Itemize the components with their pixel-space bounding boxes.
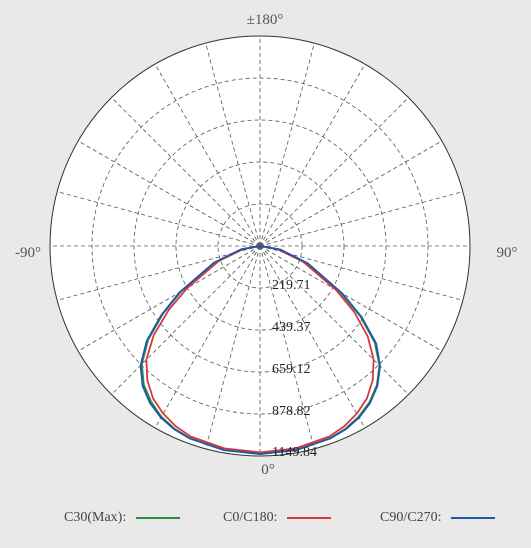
grid-spoke bbox=[259, 245, 443, 352]
grid-spoke bbox=[77, 140, 261, 247]
grid-spoke bbox=[111, 245, 261, 395]
legend-item-c90: C90/C270: bbox=[380, 508, 496, 528]
grid-spoke bbox=[259, 43, 315, 247]
legend-label-c30: C30(Max): bbox=[64, 510, 127, 525]
grid-spoke bbox=[57, 191, 261, 247]
grid-spoke bbox=[259, 97, 409, 247]
ring-label: 439.37 bbox=[272, 320, 311, 335]
angle-label-left: -90° bbox=[15, 245, 41, 261]
grid-spoke bbox=[259, 245, 409, 395]
grid-spoke bbox=[259, 140, 443, 247]
legend-item-c30: C30(Max): bbox=[64, 508, 181, 528]
legend-item-c0: C0/C180: bbox=[223, 508, 332, 528]
legend-swatch-c90 bbox=[451, 517, 496, 519]
series-line-2 bbox=[139, 245, 382, 455]
angle-label-top: ±180° bbox=[247, 12, 284, 28]
grid-spoke bbox=[77, 245, 261, 352]
ring-label: 878.82 bbox=[272, 404, 311, 419]
legend: C30(Max): C0/C180: C90/C270: bbox=[0, 508, 531, 532]
series-layer bbox=[139, 245, 382, 456]
grid-spoke bbox=[259, 245, 315, 449]
grid-spoke bbox=[259, 245, 463, 301]
legend-swatch-c0 bbox=[287, 517, 332, 519]
series-line-1 bbox=[145, 245, 375, 454]
legend-label-c90: C90/C270: bbox=[380, 510, 442, 525]
legend-label-c0: C0/C180: bbox=[223, 510, 278, 525]
grid-spoke bbox=[154, 63, 261, 247]
angle-label-bottom: 0° bbox=[261, 462, 275, 478]
angle-label-right: 90° bbox=[497, 245, 518, 261]
legend-swatch-c30 bbox=[136, 517, 181, 519]
grid-spoke bbox=[111, 97, 261, 247]
grid-spoke bbox=[154, 245, 261, 429]
grid-spoke bbox=[259, 245, 366, 429]
labels-layer: ±180° -90° 90° 0° 219.71 439.37 659.12 8… bbox=[15, 12, 518, 478]
ring-label: 659.12 bbox=[272, 362, 311, 377]
grid-spoke bbox=[259, 63, 366, 247]
grid-spoke bbox=[205, 245, 261, 449]
grid-spoke bbox=[259, 191, 463, 247]
grid-spoke bbox=[205, 43, 261, 247]
grid-spoke bbox=[57, 245, 261, 301]
ring-label: 1149.84 bbox=[272, 445, 317, 460]
ring-label: 219.71 bbox=[272, 278, 311, 293]
